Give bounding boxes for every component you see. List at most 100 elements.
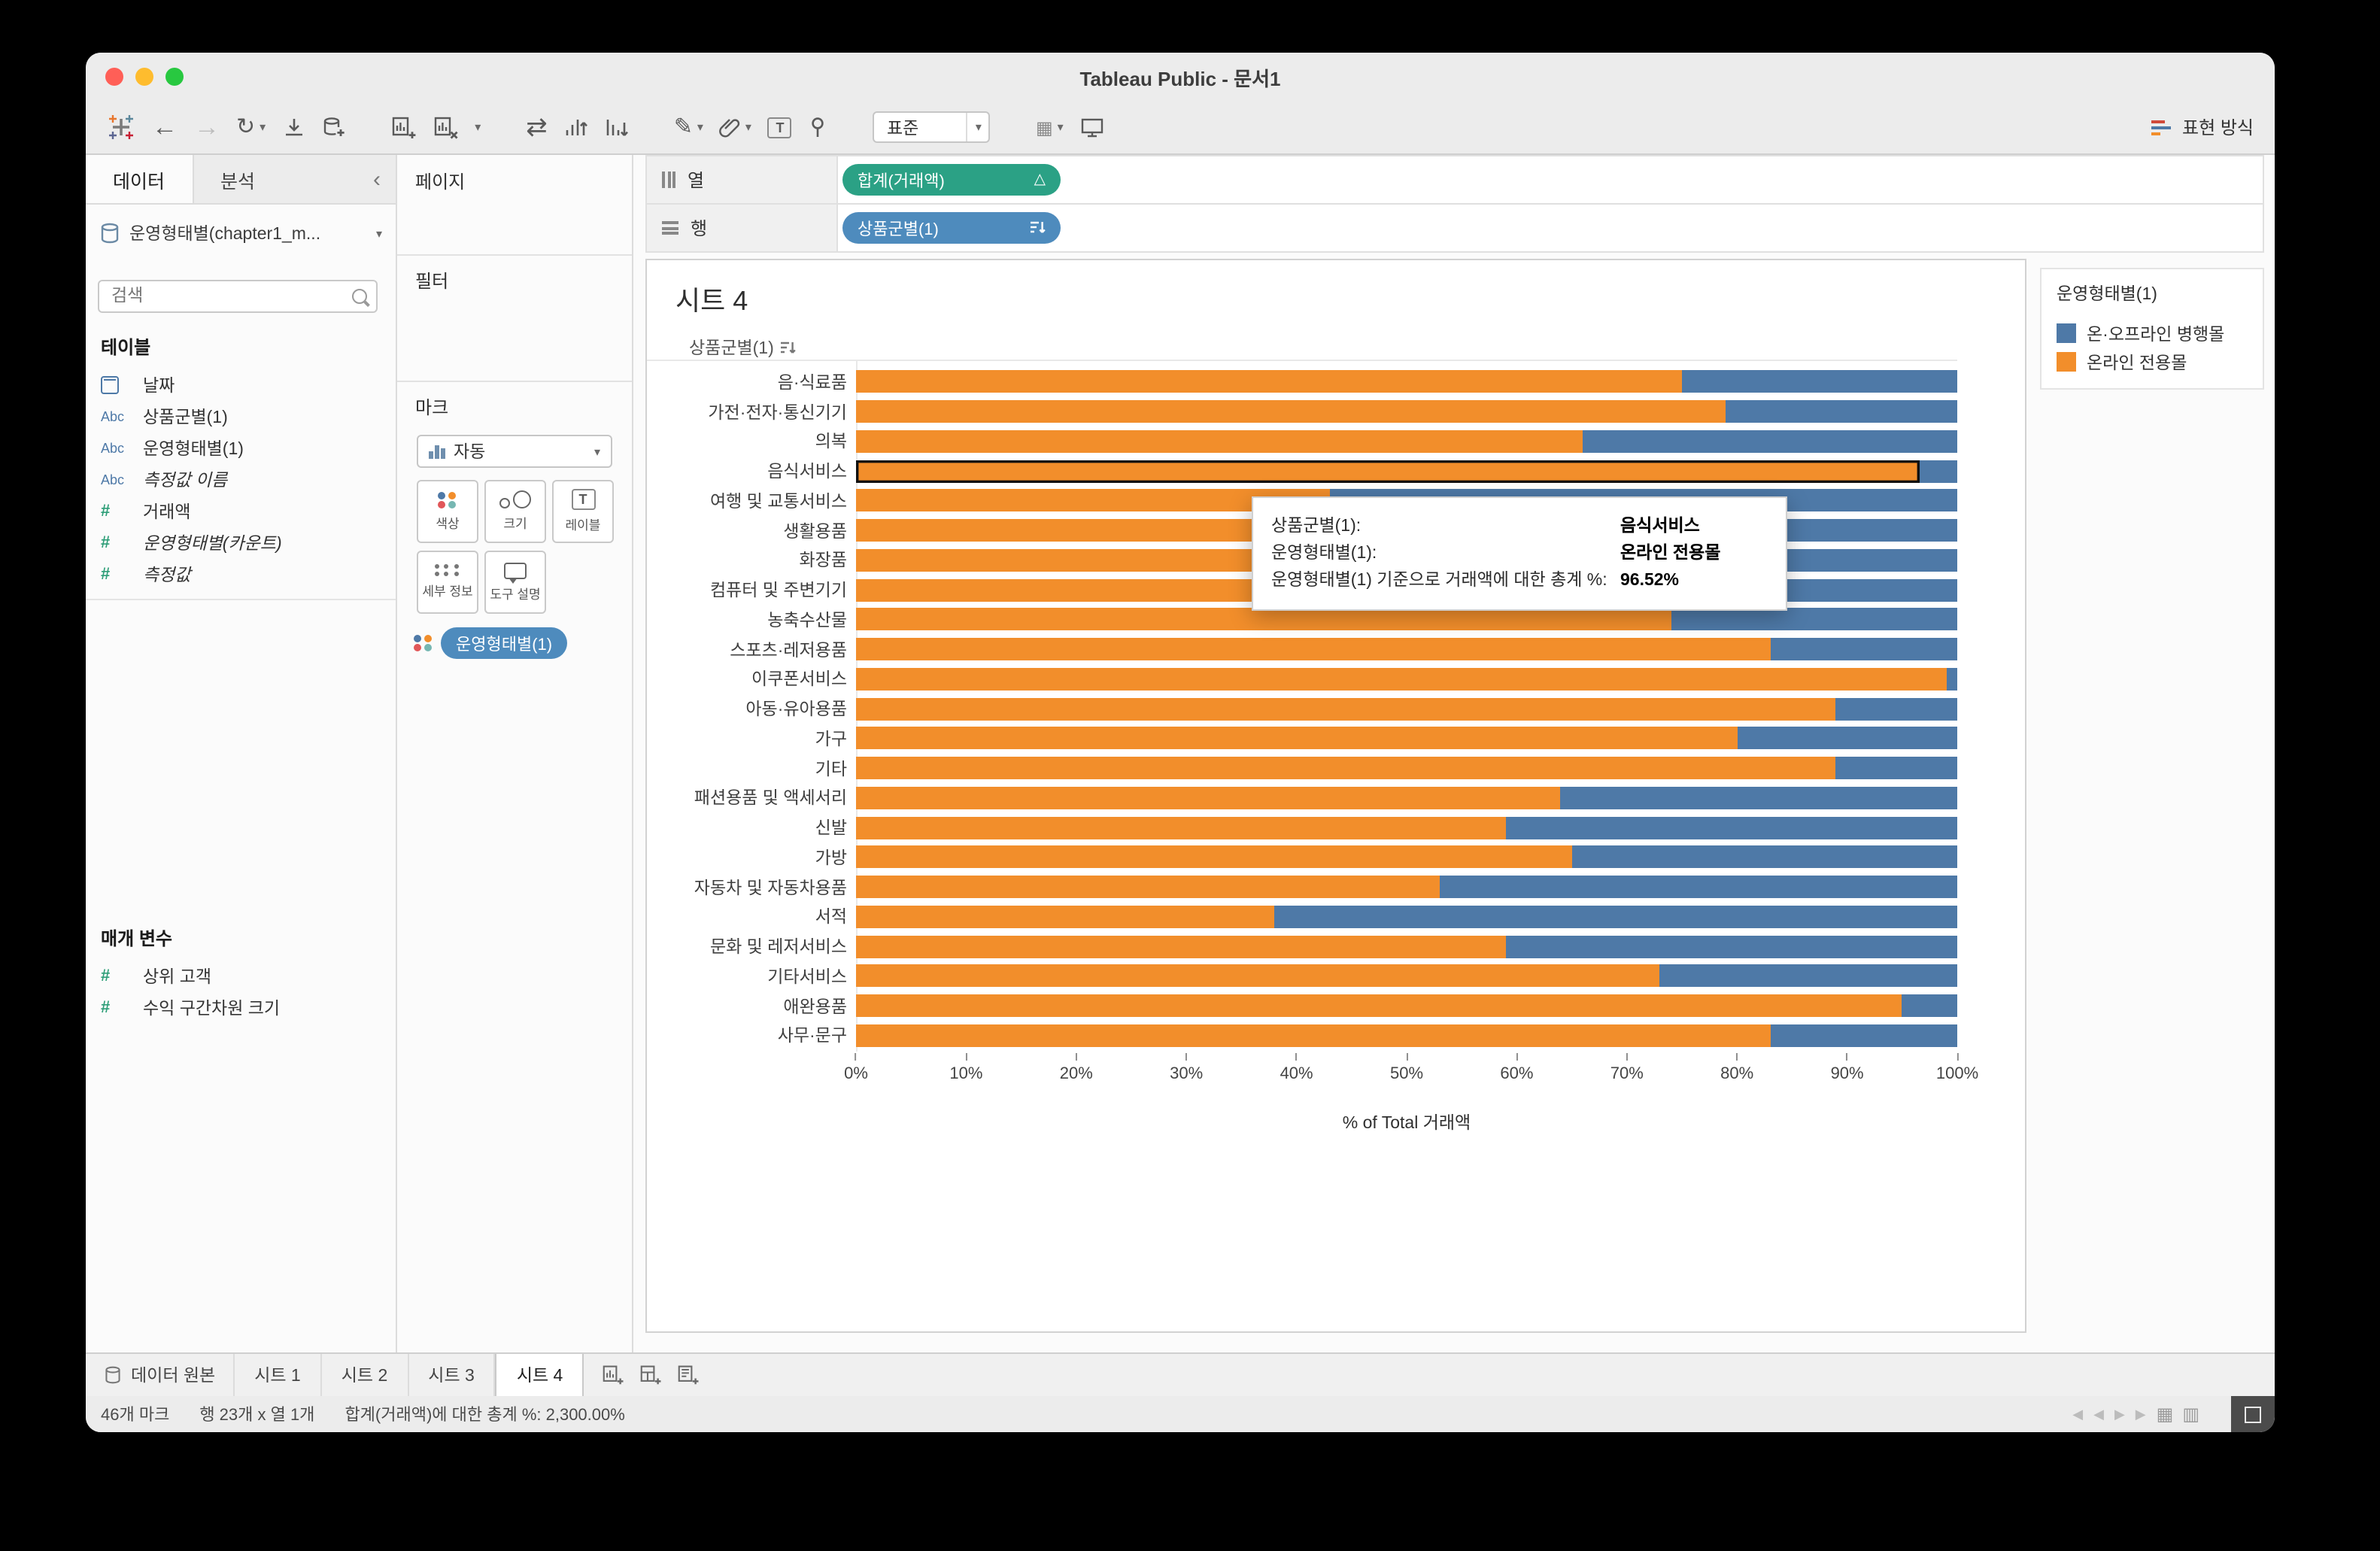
field-product-category[interactable]: Abc 상품군별(1)	[86, 400, 396, 432]
bar-segment-online-only[interactable]	[856, 964, 1660, 988]
pages-shelf[interactable]: 페이지	[397, 155, 632, 256]
rows-shelf[interactable]: 행 상품군별(1)	[645, 203, 2264, 253]
bar-segment-hybrid[interactable]	[1583, 429, 1957, 453]
field-transaction-amount[interactable]: # 거래액	[86, 495, 396, 527]
legend-item-online-only[interactable]: 온라인 전용몰	[2057, 348, 2248, 376]
detail-button[interactable]: 세부 정보	[417, 551, 478, 614]
datasource-selector[interactable]: 운영형태별(chapter1_m... ▾	[86, 211, 396, 256]
bar-segment-hybrid[interactable]	[1682, 370, 1957, 393]
show-me-corner-button[interactable]	[2231, 1396, 2275, 1432]
undo-redo-button[interactable]: ↻ ▾	[236, 116, 266, 138]
bar-segment-online-only[interactable]	[856, 400, 1726, 423]
tab-analytics[interactable]: 분석	[220, 171, 256, 192]
bar-segment-online-only[interactable]	[856, 667, 1947, 691]
swap-rows-columns-button[interactable]: ⇄	[526, 113, 548, 141]
bar-segment-hybrid[interactable]	[1671, 608, 1957, 631]
tab-sheet-4[interactable]: 시트 4	[495, 1354, 584, 1396]
field-measure-names[interactable]: Abc 측정값 이름	[86, 463, 396, 495]
tooltip-button[interactable]: 도구 설명	[484, 551, 546, 614]
bar-segment-online-only[interactable]	[856, 460, 1920, 483]
mark-type-dropdown[interactable]: 자동 ▾	[417, 435, 612, 468]
bar-segment-hybrid[interactable]	[1770, 1024, 1957, 1047]
new-worksheet-button[interactable]	[390, 115, 416, 139]
clear-sheet-button[interactable]	[433, 115, 458, 139]
field-operation-type[interactable]: Abc 운영형태별(1)	[86, 432, 396, 463]
columns-shelf[interactable]: 열 합계(거래액) △	[645, 155, 2264, 205]
add-data-button[interactable]	[321, 116, 345, 138]
bar-segment-hybrid[interactable]	[1902, 994, 1957, 1018]
bar-segment-online-only[interactable]	[856, 608, 1671, 631]
param-profit-bin-size[interactable]: # 수익 구간차원 크기	[86, 991, 396, 1023]
first-page-icon[interactable]: ◀	[2072, 1406, 2084, 1421]
bar-segment-hybrid[interactable]	[1571, 845, 1957, 869]
fit-dropdown[interactable]: 표준 ▾	[873, 111, 991, 143]
tab-data-source[interactable]: 데이터 원본	[86, 1354, 235, 1396]
bar-segment-hybrid[interactable]	[1770, 638, 1957, 661]
caret-icon[interactable]: ▾	[475, 120, 481, 134]
bar-segment-online-only[interactable]	[856, 697, 1836, 721]
bar-segment-online-only[interactable]	[856, 489, 1330, 512]
bar-segment-online-only[interactable]	[856, 727, 1738, 750]
color-legend[interactable]: 운영형태별(1) 온·오프라인 병행몰 온라인 전용몰	[2040, 268, 2264, 390]
sort-icon[interactable]	[780, 339, 797, 356]
bar-segment-online-only[interactable]	[856, 1024, 1771, 1047]
minimize-button[interactable]	[135, 68, 153, 86]
bar-segment-hybrid[interactable]	[1946, 667, 1957, 691]
bar-segment-online-only[interactable]	[856, 816, 1506, 839]
attach-button[interactable]: ▾	[720, 116, 751, 138]
filters-shelf[interactable]: 필터	[397, 254, 632, 382]
new-worksheet-tab-icon[interactable]	[602, 1364, 624, 1386]
color-button[interactable]: 색상	[417, 480, 478, 543]
size-button[interactable]: 크기	[484, 480, 546, 543]
bar-segment-online-only[interactable]	[856, 905, 1275, 928]
search-input[interactable]	[108, 286, 346, 307]
last-page-icon[interactable]: ▶	[2135, 1406, 2146, 1421]
bar-segment-online-only[interactable]	[856, 757, 1836, 780]
show-cards-button[interactable]: ▦ ▾	[1036, 118, 1064, 136]
presentation-mode-button[interactable]	[1080, 117, 1104, 138]
sort-descending-button[interactable]	[605, 116, 629, 138]
bar-segment-hybrid[interactable]	[1659, 964, 1957, 988]
bar-segment-online-only[interactable]	[856, 429, 1583, 453]
tab-sheet-3[interactable]: 시트 3	[408, 1354, 496, 1396]
rows-pill-product-category[interactable]: 상품군별(1)	[842, 212, 1061, 244]
forward-button[interactable]: →	[194, 113, 220, 141]
bar-segment-online-only[interactable]	[856, 638, 1771, 661]
sort-ascending-button[interactable]	[564, 116, 588, 138]
bar-segment-hybrid[interactable]	[1505, 935, 1957, 958]
columns-pill-sum-transaction[interactable]: 합계(거래액) △	[842, 164, 1061, 196]
show-me-button[interactable]: 표현 방식	[2149, 114, 2254, 140]
close-button[interactable]	[105, 68, 123, 86]
bar-segment-online-only[interactable]	[856, 370, 1682, 393]
bar-segment-hybrid[interactable]	[1737, 727, 1957, 750]
back-button[interactable]: ←	[152, 113, 178, 141]
save-button[interactable]	[282, 116, 305, 138]
bar-segment-hybrid[interactable]	[1919, 460, 1957, 483]
bar-segment-hybrid[interactable]	[1726, 400, 1957, 423]
fix-axes-button[interactable]	[809, 116, 828, 138]
bar-segment-online-only[interactable]	[856, 876, 1440, 899]
label-button[interactable]: T 레이블	[552, 480, 614, 543]
tab-sheet-1[interactable]: 시트 1	[235, 1354, 322, 1396]
next-page-icon[interactable]: ▶	[2114, 1406, 2125, 1421]
bar-segment-hybrid[interactable]	[1274, 905, 1957, 928]
param-top-customers[interactable]: # 상위 고객	[86, 960, 396, 991]
grid-view-icon[interactable]: ▦	[2156, 1404, 2174, 1425]
bar-segment-hybrid[interactable]	[1560, 786, 1957, 809]
text-annotation-button[interactable]: T	[767, 117, 792, 138]
tab-data[interactable]: 데이터	[86, 155, 194, 203]
marks-color-pill[interactable]: 운영형태별(1)	[441, 627, 568, 659]
bar-segment-hybrid[interactable]	[1439, 876, 1957, 899]
bar-segment-online-only[interactable]	[856, 935, 1506, 958]
highlight-button[interactable]: ✎ ▾	[674, 116, 703, 138]
bar-segment-hybrid[interactable]	[1835, 757, 1957, 780]
bar-segment-hybrid[interactable]	[1835, 697, 1957, 721]
list-view-icon[interactable]: ▥	[2182, 1404, 2199, 1425]
collapse-pane-button[interactable]: ‹	[373, 166, 381, 192]
field-measure-values[interactable]: # 측정값	[86, 558, 396, 590]
legend-item-hybrid[interactable]: 온·오프라인 병행몰	[2057, 319, 2248, 348]
previous-page-icon[interactable]: ◀	[2093, 1406, 2104, 1421]
bar-segment-hybrid[interactable]	[1505, 816, 1957, 839]
maximize-button[interactable]	[165, 68, 184, 86]
bar-segment-online-only[interactable]	[856, 786, 1561, 809]
